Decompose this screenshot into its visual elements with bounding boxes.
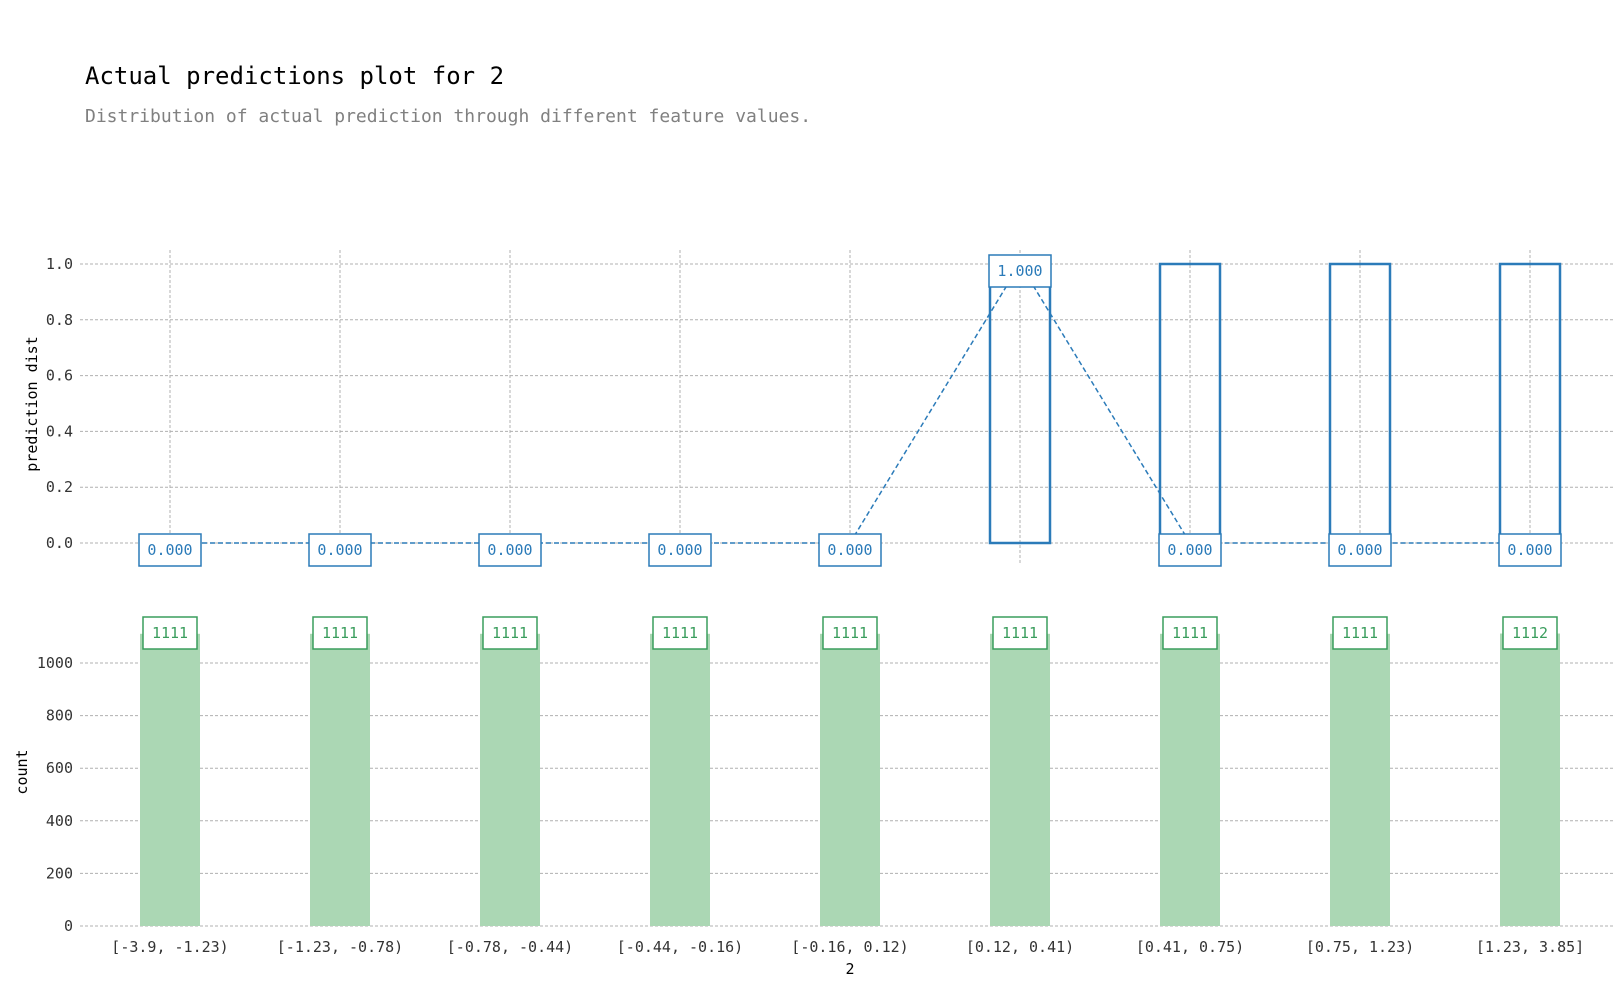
prediction-label-box [1158, 533, 1222, 567]
prediction-label: 1.000 [997, 262, 1042, 280]
ytick-top: 1.0 [46, 255, 73, 273]
count-bar [990, 633, 1050, 926]
count-bar [1330, 633, 1390, 926]
prediction-label: 0.000 [827, 541, 872, 559]
count-bar [820, 633, 880, 926]
count-label: 1111 [322, 624, 358, 642]
count-label-box [822, 616, 878, 650]
ytick-top: 0.6 [46, 367, 73, 385]
xtick-label: [0.75, 1.23) [1306, 938, 1414, 956]
count-label-box [482, 616, 538, 650]
xtick-label: [0.41, 0.75) [1136, 938, 1244, 956]
count-label-box [1162, 616, 1218, 650]
ytick-top: 0.8 [46, 311, 73, 329]
prediction-label-box [478, 533, 542, 567]
count-label: 1111 [492, 624, 528, 642]
prediction-label: 0.000 [1337, 541, 1382, 559]
count-label-box [652, 616, 708, 650]
ytick-bottom: 800 [46, 707, 73, 725]
count-label: 1111 [1002, 624, 1038, 642]
prediction-label: 0.000 [317, 541, 362, 559]
count-label-box [992, 616, 1048, 650]
xlabel: 2 [845, 960, 854, 978]
prediction-label-box [988, 254, 1052, 288]
count-bar [650, 633, 710, 926]
count-label: 1111 [832, 624, 868, 642]
count-label-box [312, 616, 368, 650]
count-bar [310, 633, 370, 926]
prediction-label-box [1328, 533, 1392, 567]
prediction-label-box [138, 533, 202, 567]
ytick-bottom: 1000 [37, 654, 73, 672]
ytick-bottom: 600 [46, 759, 73, 777]
xtick-label: [0.12, 0.41) [966, 938, 1074, 956]
labels-layer: 0.000 0.000 0.000 0.000 0.000 1.000 0.000 0.000… [138, 254, 1562, 650]
ytick-top: 0.2 [46, 478, 73, 496]
prediction-label: 0.000 [657, 541, 702, 559]
prediction-label: 0.000 [1167, 541, 1212, 559]
prediction-label-box [818, 533, 882, 567]
prediction-label: 0.000 [147, 541, 192, 559]
prediction-label: 0.000 [487, 541, 532, 559]
count-bar [480, 633, 540, 926]
count-label: 1111 [152, 624, 188, 642]
ytick-top: 0.0 [46, 534, 73, 552]
xtick-label: [-0.16, 0.12) [791, 938, 908, 956]
count-label-box [1332, 616, 1388, 650]
count-label-box [1502, 616, 1558, 650]
chart-subtitle: Distribution of actual prediction throug… [85, 106, 812, 127]
count-label: 1111 [1342, 624, 1378, 642]
ytick-bottom: 400 [46, 812, 73, 830]
ytick-top: 0.4 [46, 422, 73, 440]
prediction-label: 0.000 [1507, 541, 1552, 559]
count-bar [1500, 633, 1560, 926]
prediction-label-box [648, 533, 712, 567]
ytick-bottom: 0 [64, 917, 73, 935]
xtick-label: [-1.23, -0.78) [277, 938, 403, 956]
ylabel-prediction: prediction dist [23, 336, 41, 471]
ticks-layer: 0.0 0.2 0.4 0.6 0.8 1.0 0 200 400 600 800 1000 [-3.9… [37, 255, 1584, 956]
ytick-bottom: 200 [46, 864, 73, 882]
count-label: 1111 [662, 624, 698, 642]
count-label: 1111 [1172, 624, 1208, 642]
ylabel-count: count [13, 749, 31, 794]
xtick-label: [-3.9, -1.23) [111, 938, 228, 956]
prediction-label-box [1498, 533, 1562, 567]
xtick-label: [-0.44, -0.16) [617, 938, 743, 956]
bars-layer [140, 262, 1562, 926]
chart-title: Actual predictions plot for 2 [85, 62, 505, 90]
xtick-label: [-0.78, -0.44) [447, 938, 573, 956]
count-label: 1112 [1512, 624, 1548, 642]
count-bar [1160, 633, 1220, 926]
count-label-box [142, 616, 198, 650]
xtick-label: [1.23, 3.85] [1476, 938, 1584, 956]
prediction-label-box [308, 533, 372, 567]
count-bar [140, 633, 200, 926]
